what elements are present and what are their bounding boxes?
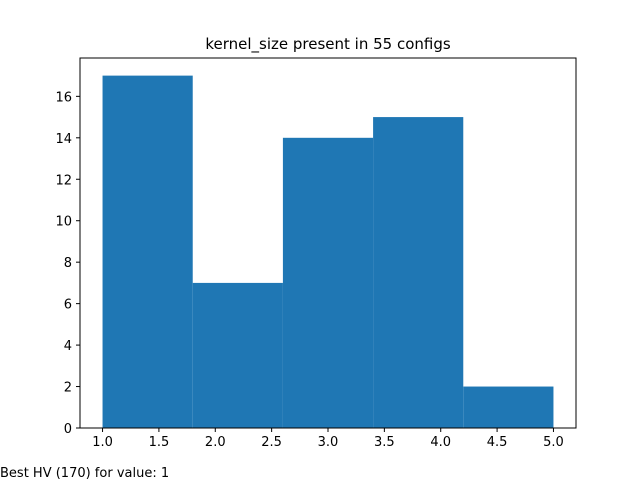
x-tick-label: 1.5 [149, 435, 170, 450]
histogram-bar-5 [463, 386, 554, 428]
x-tick-label: 2.0 [205, 435, 226, 450]
y-tick-label: 8 [64, 256, 72, 271]
x-tick-label: 3.5 [374, 435, 395, 450]
best-hv-note: Best HV (170) for value: 1 [0, 466, 170, 481]
histogram-bar-2 [192, 282, 283, 428]
y-tick-label: 6 [64, 298, 72, 313]
y-tick-label: 4 [64, 339, 72, 354]
bars-group [102, 75, 554, 429]
chart-title: kernel_size present in 55 configs [205, 35, 451, 54]
x-tick-label: 4.0 [430, 435, 451, 450]
histogram-bar-3 [282, 137, 374, 428]
y-tick-label: 16 [55, 90, 72, 105]
y-tick-label: 0 [64, 422, 72, 437]
x-tick-label: 1.0 [92, 435, 113, 450]
y-tick-label: 10 [55, 215, 72, 230]
y-tick-label: 2 [64, 381, 72, 396]
histogram-bar-4 [373, 117, 464, 429]
x-tick-label: 5.0 [543, 435, 564, 450]
y-tick-label: 12 [55, 173, 72, 188]
x-axis: 1.0 1.5 2.0 2.5 3.0 3.5 4.0 4.5 5.0 [92, 428, 564, 450]
x-tick-label: 4.5 [487, 435, 508, 450]
x-tick-label: 3.0 [318, 435, 339, 450]
y-axis: 0 2 4 6 8 10 12 14 16 [55, 90, 80, 437]
x-tick-label: 2.5 [261, 435, 282, 450]
y-tick-label: 14 [55, 132, 72, 147]
histogram-bar-1 [102, 75, 193, 428]
